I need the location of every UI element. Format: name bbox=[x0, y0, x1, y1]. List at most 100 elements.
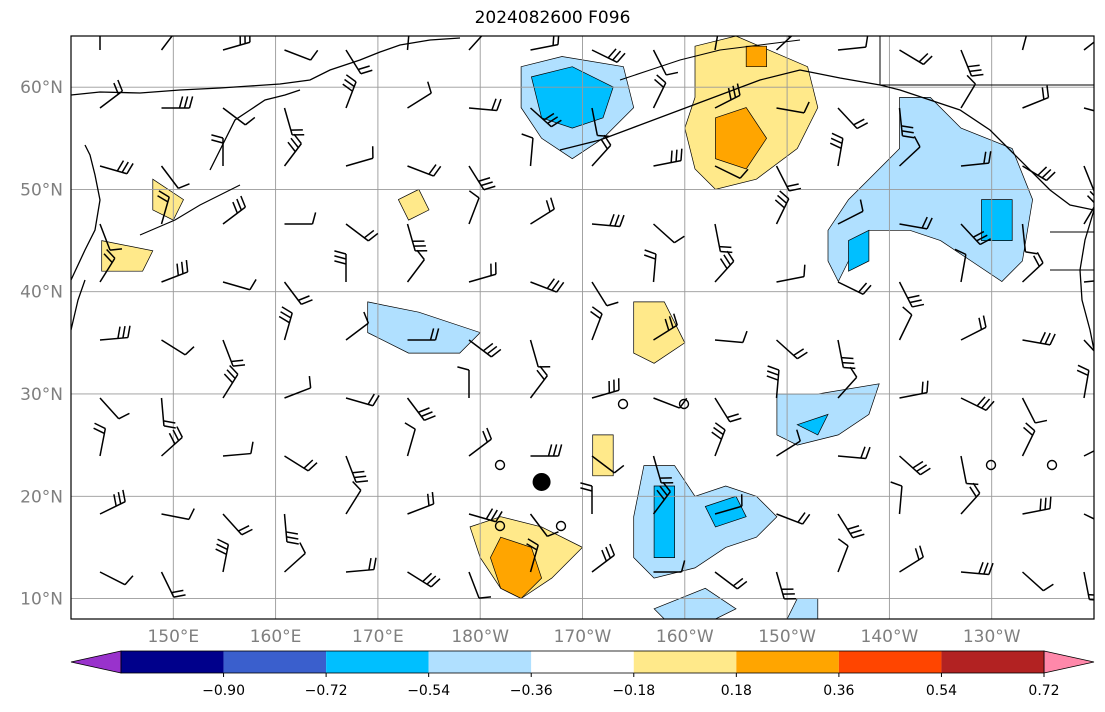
wind-barb bbox=[284, 455, 318, 472]
wind-barb bbox=[160, 165, 190, 190]
wind-barb bbox=[99, 571, 134, 586]
wind-barb bbox=[345, 311, 370, 341]
wind-barb bbox=[407, 164, 442, 177]
wind-barb bbox=[222, 195, 247, 225]
wind-barb bbox=[278, 306, 293, 341]
wind-barb bbox=[714, 83, 741, 109]
anomaly-region bbox=[592, 434, 614, 477]
wind-barb bbox=[776, 429, 801, 457]
wind-barb bbox=[898, 306, 913, 341]
anomaly-region bbox=[633, 301, 686, 364]
wind-barb bbox=[99, 79, 124, 109]
wind-barb bbox=[775, 36, 793, 51]
wind-barb bbox=[222, 441, 254, 457]
wind-barb bbox=[591, 214, 625, 228]
anomaly-region bbox=[653, 485, 675, 558]
wind-barb bbox=[714, 571, 748, 590]
colorbar-segment bbox=[838, 651, 942, 673]
colorbar-label: 0.36 bbox=[823, 683, 854, 699]
wind-barb bbox=[714, 330, 748, 344]
wind-barb bbox=[652, 223, 685, 244]
wind-barb bbox=[591, 455, 625, 474]
wind-barb bbox=[591, 48, 626, 63]
wind-barb bbox=[283, 133, 302, 167]
wind-barb bbox=[960, 223, 992, 246]
wind-barb bbox=[345, 223, 379, 242]
storm-center-marker bbox=[532, 472, 551, 491]
wind-barb bbox=[161, 339, 195, 356]
wind-barb bbox=[345, 557, 377, 573]
wind-barb bbox=[345, 455, 369, 483]
wind-barb bbox=[161, 96, 194, 109]
wind-barb bbox=[837, 446, 871, 460]
wind-barb bbox=[99, 36, 101, 50]
wind-barb bbox=[530, 36, 560, 51]
longitude-labels: 150°E 160°E 170°E 180°W 170°W 160°W 150°W 140°W… bbox=[147, 627, 1020, 647]
wind-barb bbox=[591, 281, 619, 307]
wind-barb bbox=[837, 339, 856, 370]
wind-barb bbox=[99, 325, 131, 341]
longitude-label: 180°W bbox=[451, 627, 509, 647]
longitude-label: 130°W bbox=[963, 627, 1021, 647]
colorbar-label: 0.54 bbox=[926, 683, 957, 699]
wind-barb bbox=[775, 571, 797, 600]
wind-barb bbox=[160, 397, 176, 429]
longitude-label: 160°E bbox=[250, 627, 302, 647]
wind-barb bbox=[1022, 165, 1056, 182]
wind-barb bbox=[468, 262, 497, 283]
longitude-label: 170°E bbox=[352, 627, 404, 647]
wind-barb bbox=[591, 543, 616, 573]
colorbar-frame bbox=[120, 650, 1045, 674]
wind-barb bbox=[837, 36, 869, 51]
longitude-label: 150°W bbox=[758, 627, 816, 647]
anomaly-region bbox=[796, 413, 829, 436]
anomaly-region bbox=[653, 587, 737, 619]
wind-barb bbox=[530, 197, 555, 225]
wind-barb bbox=[960, 562, 994, 576]
wind-barb bbox=[580, 482, 593, 514]
wind-barb bbox=[160, 36, 173, 51]
wind-barb bbox=[776, 512, 811, 525]
calm-wind-marker bbox=[1046, 459, 1058, 471]
colorbar-label: −0.90 bbox=[202, 683, 245, 699]
colorbar-label: 0.72 bbox=[1028, 683, 1059, 699]
wind-barb bbox=[529, 365, 548, 399]
wind-barb bbox=[899, 380, 929, 399]
anomaly-region bbox=[715, 107, 768, 170]
wind-barb bbox=[643, 249, 657, 283]
wind-barb bbox=[837, 366, 858, 399]
latitude-label: 50°N bbox=[20, 180, 63, 200]
colorbar-segment bbox=[941, 651, 1044, 673]
wind-barb bbox=[960, 396, 995, 411]
wind-barb bbox=[837, 199, 864, 225]
longitude-label: 140°W bbox=[861, 627, 919, 647]
wind-barb bbox=[960, 151, 992, 167]
wind-barb bbox=[1021, 223, 1038, 255]
wind-barb bbox=[1021, 251, 1044, 283]
wind-barb bbox=[711, 422, 726, 457]
wind-barb bbox=[899, 545, 924, 573]
wind-barb bbox=[591, 107, 610, 138]
wind-barb bbox=[529, 513, 559, 538]
wind-barb bbox=[468, 427, 493, 457]
wind-barb bbox=[775, 339, 808, 360]
wind-barb bbox=[283, 281, 313, 306]
latitude-label: 20°N bbox=[20, 487, 63, 507]
wind-barb bbox=[468, 339, 502, 358]
plot-frame bbox=[70, 35, 1095, 620]
wind-barb bbox=[1083, 450, 1094, 457]
wind-barb bbox=[468, 508, 503, 523]
wind-barbs bbox=[93, 36, 1094, 601]
wind-barb bbox=[407, 571, 441, 588]
wind-barb bbox=[714, 397, 742, 423]
wind-barb bbox=[283, 542, 306, 573]
wind-barb bbox=[222, 364, 239, 399]
wind-barb bbox=[530, 278, 565, 293]
anomaly-region bbox=[397, 188, 430, 221]
wind-barb bbox=[160, 571, 186, 598]
wind-barb bbox=[99, 489, 126, 515]
wind-barb bbox=[157, 190, 170, 225]
wind-barb bbox=[334, 250, 347, 282]
wind-barb bbox=[406, 249, 425, 283]
